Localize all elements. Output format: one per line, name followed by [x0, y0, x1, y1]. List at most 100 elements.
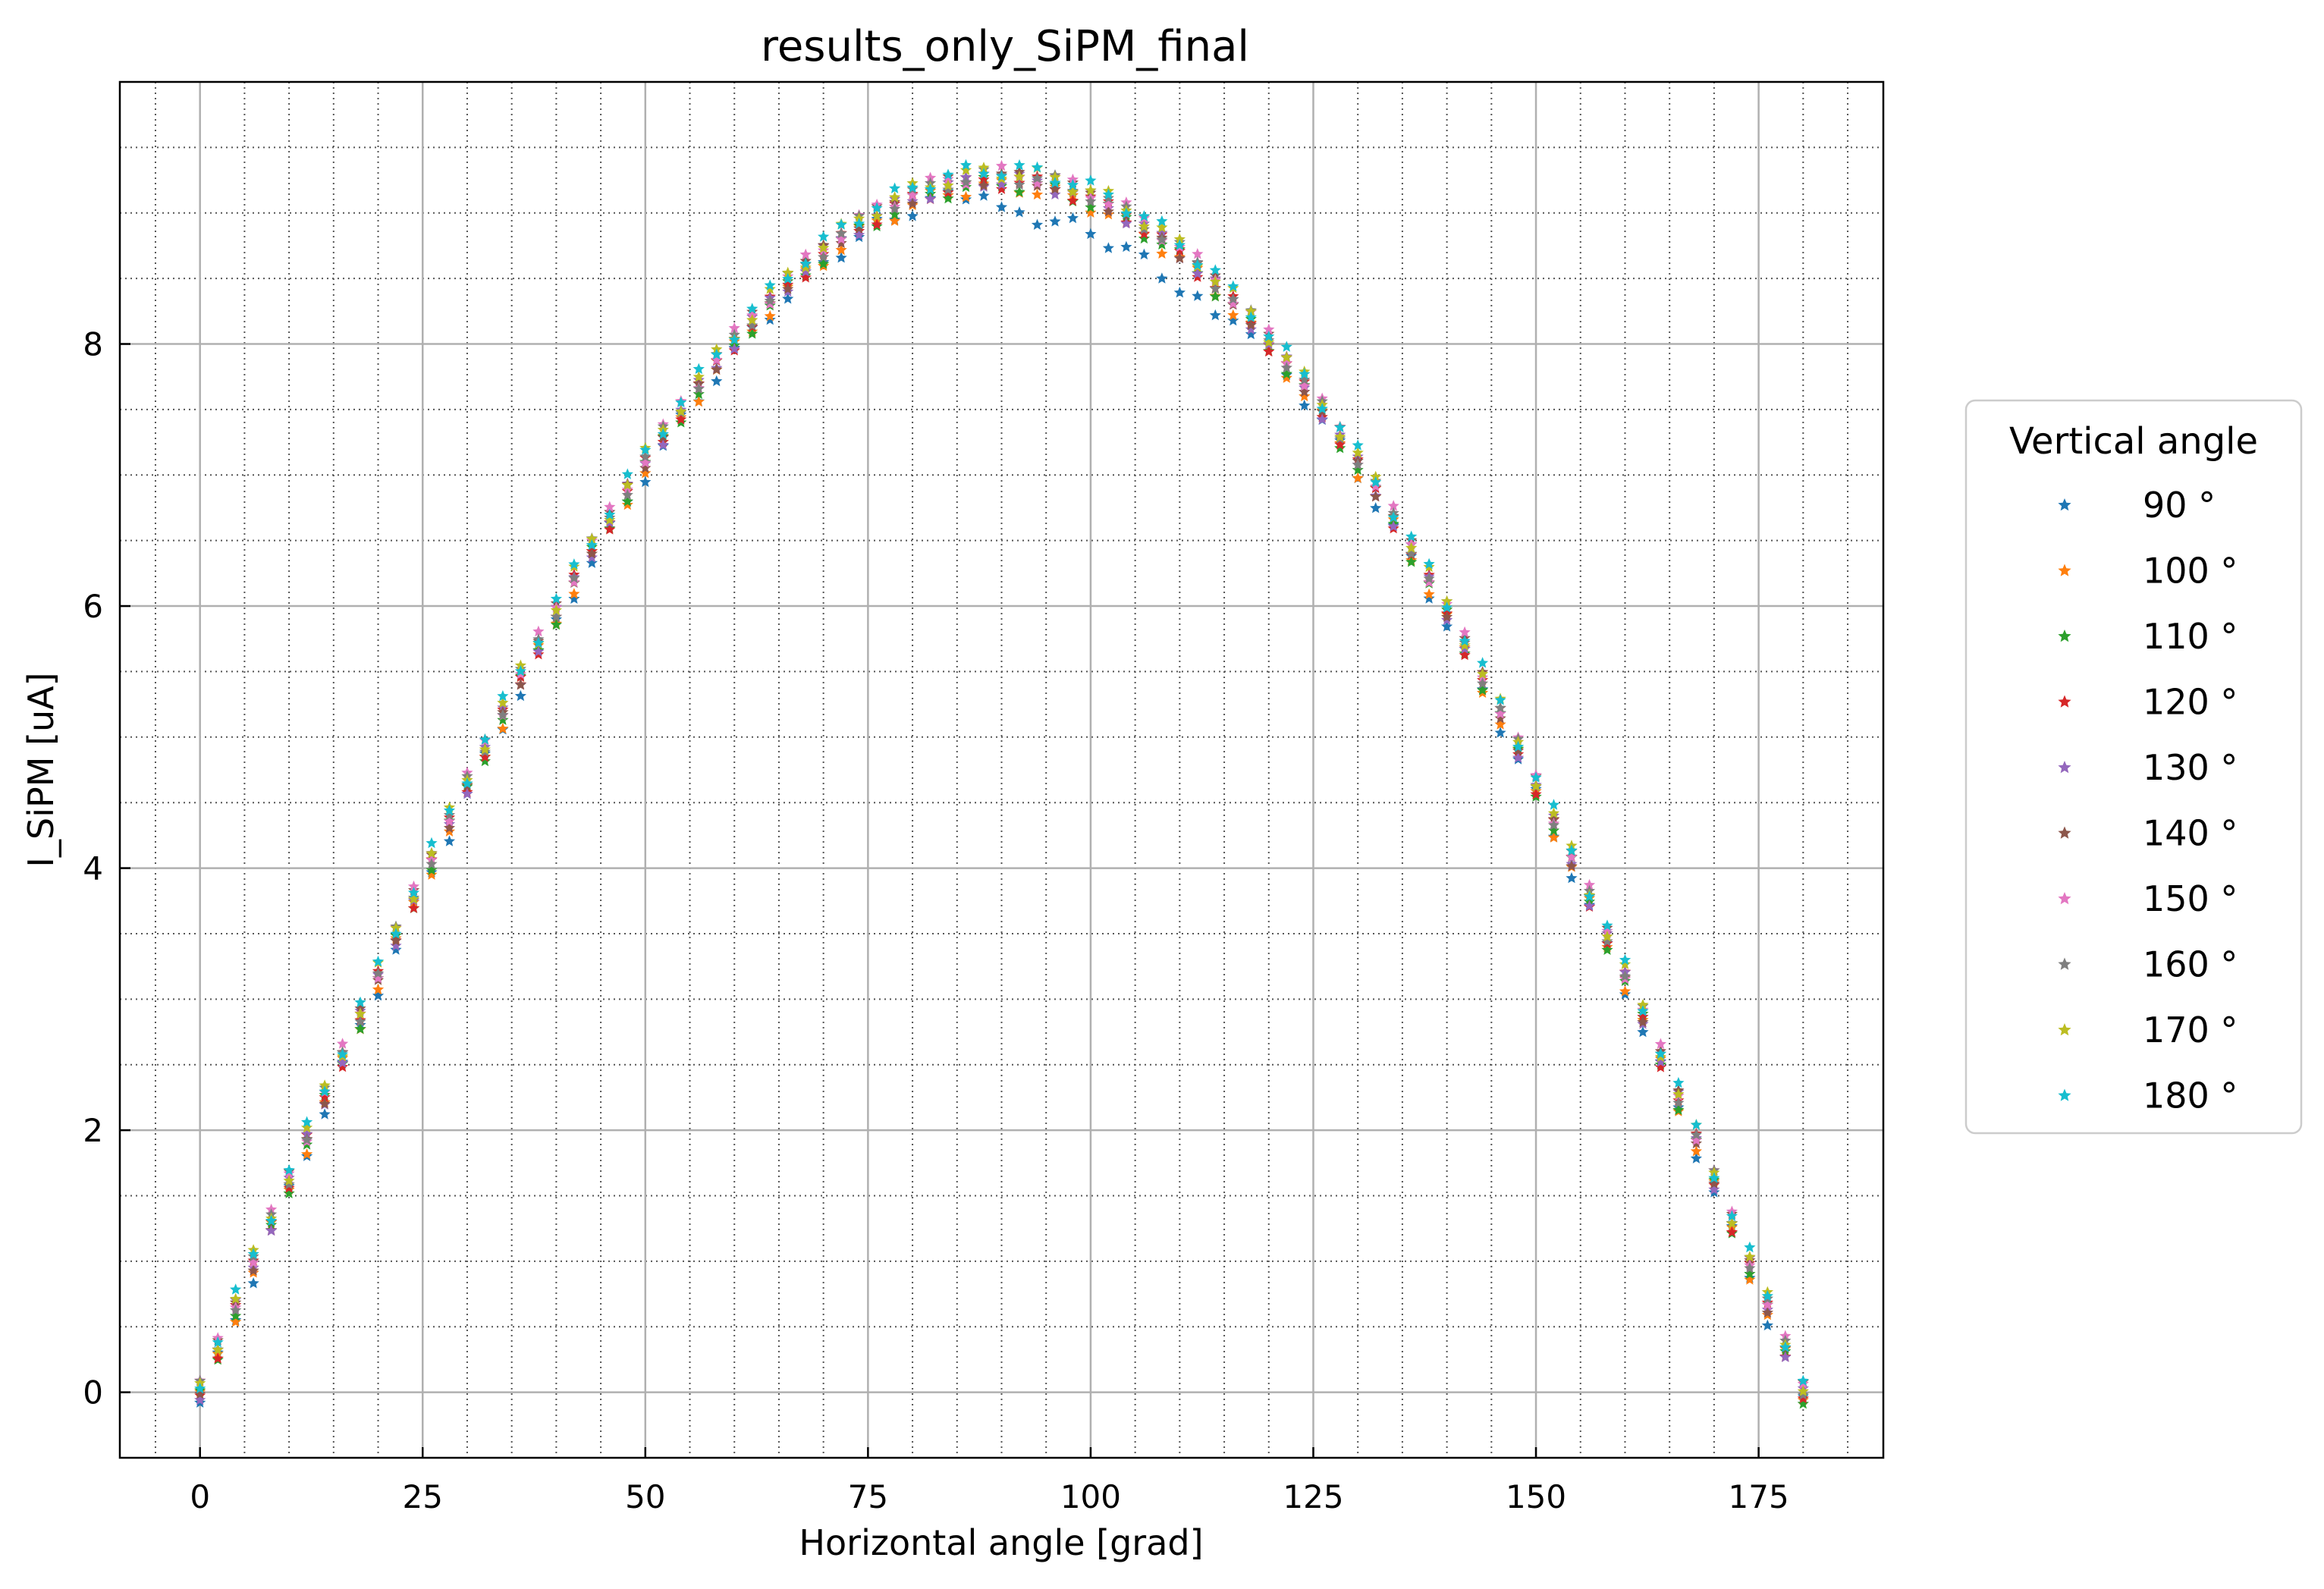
data-point [390, 928, 402, 939]
data-point [1031, 177, 1044, 189]
data-point [675, 396, 687, 408]
data-point [319, 1079, 331, 1091]
data-point [1031, 161, 1044, 173]
data-point [1547, 824, 1560, 836]
data-point [959, 190, 972, 203]
data-point [586, 557, 598, 568]
data-point [407, 887, 420, 898]
data-point [1583, 878, 1596, 890]
data-point [1619, 970, 1632, 981]
data-point [1477, 684, 1489, 696]
data-point [461, 787, 473, 799]
data-point [1370, 490, 1382, 502]
data-point [728, 334, 740, 345]
axis-ticks: 0 25 50 75 100 125 150 175 0 2 4 6 8 [83, 326, 1789, 1515]
data-point [1459, 635, 1471, 646]
data-point [1031, 172, 1044, 184]
data-point [1530, 780, 1542, 791]
data-point [390, 922, 402, 934]
data-point [1761, 1299, 1773, 1310]
x-tick-label: 175 [1729, 1478, 1789, 1515]
data-point [1049, 183, 1061, 194]
data-point [1227, 280, 1239, 291]
data-point [443, 835, 456, 846]
data-point [1173, 252, 1186, 263]
data-point [497, 708, 509, 721]
data-point [372, 967, 385, 978]
x-tick-label: 125 [1283, 1478, 1343, 1515]
data-point [1547, 819, 1560, 831]
data-point [1654, 1056, 1666, 1067]
data-point [1156, 221, 1168, 233]
data-point [1192, 267, 1204, 279]
data-point [1601, 935, 1613, 947]
legend-label: 110 ° [2143, 616, 2238, 657]
data-point [1156, 272, 1168, 284]
x-tick-label: 0 [190, 1478, 210, 1515]
data-point [1209, 290, 1221, 302]
data-point [194, 1387, 206, 1399]
data-point [1334, 438, 1346, 450]
data-point [1120, 207, 1132, 218]
data-point [1797, 1397, 1809, 1409]
legend-marker [2058, 1023, 2071, 1036]
data-point [657, 438, 669, 451]
data-point [337, 1057, 349, 1068]
data-point [1156, 247, 1168, 259]
data-point [782, 283, 794, 294]
data-point [818, 251, 830, 262]
data-point [283, 1187, 295, 1198]
data-point [586, 532, 598, 545]
data-point [1459, 642, 1471, 654]
data-point [1066, 178, 1079, 190]
data-point [1512, 744, 1525, 756]
data-point [1138, 232, 1150, 244]
data-point [978, 173, 990, 185]
data-point [1619, 953, 1632, 966]
data-point [212, 1352, 224, 1364]
data-point [782, 272, 794, 284]
data-point [1013, 178, 1025, 190]
data-point [799, 257, 812, 269]
data-point [1637, 1025, 1649, 1038]
data-point [995, 183, 1008, 194]
data-point [1566, 871, 1578, 884]
data-point [443, 821, 456, 834]
legend-title: Vertical angle [2009, 420, 2258, 463]
data-point [1690, 1119, 1702, 1130]
data-point [978, 190, 990, 201]
data-point [443, 804, 456, 816]
data-point [497, 714, 509, 725]
data-point [1227, 314, 1239, 326]
data-point [621, 495, 633, 507]
data-point [1512, 740, 1525, 752]
data-point [942, 184, 954, 195]
data-point [1138, 248, 1150, 260]
data-point [1192, 290, 1204, 301]
data-point [319, 1085, 331, 1097]
data-point [639, 451, 652, 462]
data-point [764, 313, 776, 325]
data-point [853, 218, 865, 229]
legend-label: 120 ° [2143, 682, 2238, 723]
data-point [621, 479, 633, 490]
data-point [604, 513, 616, 526]
data-point [1708, 1183, 1720, 1195]
data-point [354, 1015, 366, 1027]
data-point [1138, 228, 1150, 239]
data-point [639, 457, 652, 468]
data-point [247, 1256, 259, 1268]
data-point [959, 159, 972, 171]
data-point [426, 847, 438, 859]
data-point [1299, 385, 1311, 397]
data-point [390, 940, 402, 951]
data-point [1280, 361, 1292, 373]
data-point [1192, 259, 1204, 270]
data-point [1299, 373, 1311, 385]
data-point [1405, 530, 1418, 542]
data-point [1192, 248, 1204, 259]
data-point [621, 498, 633, 510]
data-point [889, 203, 901, 214]
legend-label: 140 ° [2143, 813, 2238, 854]
